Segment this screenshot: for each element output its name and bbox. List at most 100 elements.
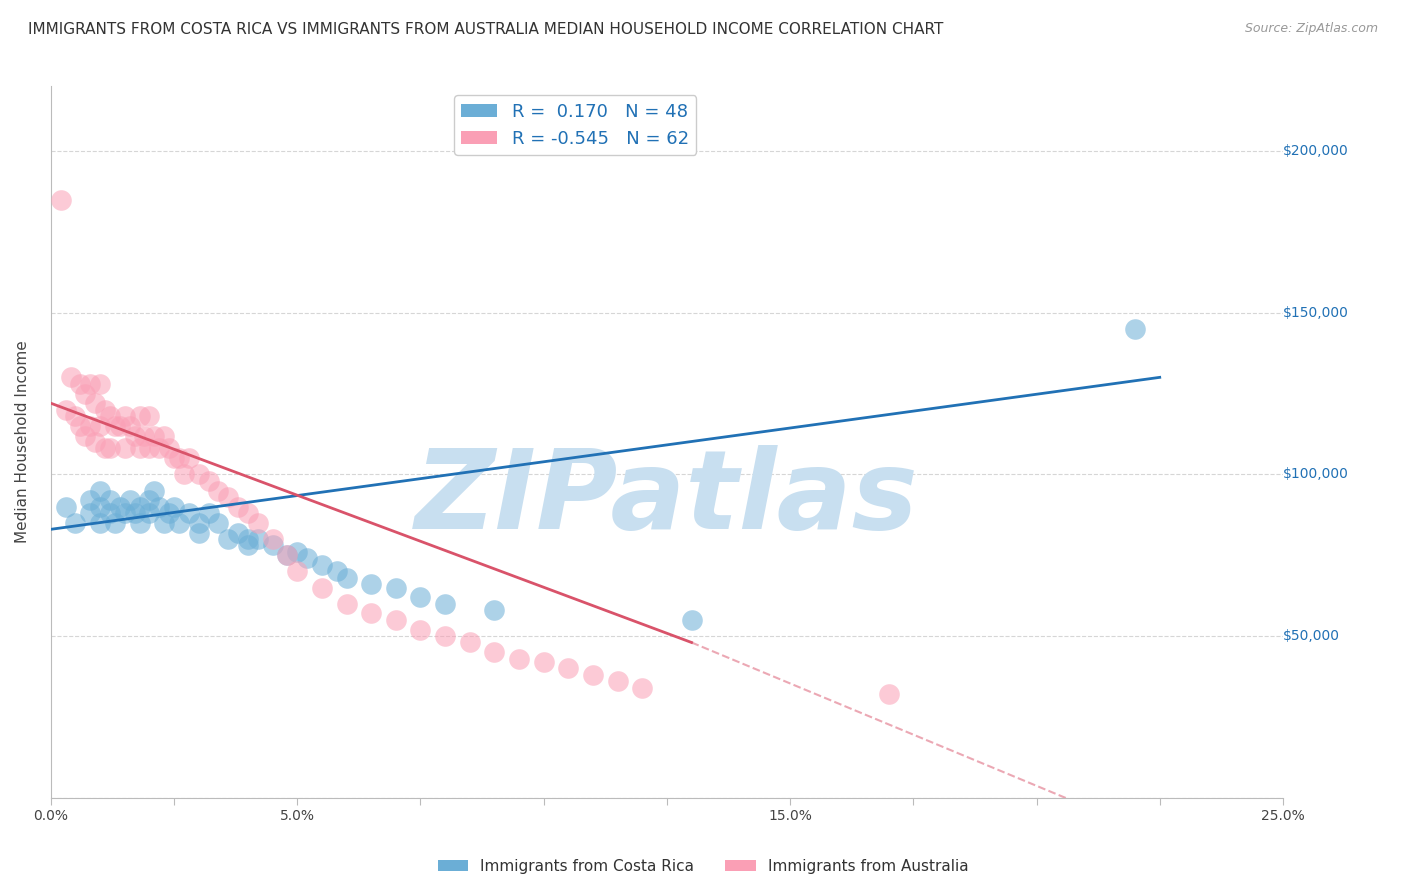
Point [246,532,269,546]
Point [124,428,146,442]
Point [89,516,111,530]
Point [217,532,239,546]
Point [138,506,160,520]
Point [557,661,579,675]
Point [167,451,190,466]
Point [153,516,176,530]
Point [226,525,249,540]
Point [434,597,457,611]
Text: $200,000: $200,000 [1282,144,1348,158]
Point [582,668,605,682]
Text: $150,000: $150,000 [1282,306,1348,319]
Point [236,532,259,546]
Point [114,409,136,424]
Point [55,500,77,514]
Point [458,635,481,649]
Point [128,500,150,514]
Point [236,539,259,553]
Y-axis label: Median Household Income: Median Household Income [15,341,30,543]
Point [207,483,229,498]
Legend: Immigrants from Costa Rica, Immigrants from Australia: Immigrants from Costa Rica, Immigrants f… [432,853,974,880]
Point [533,655,555,669]
Point [138,442,160,456]
Point [98,442,121,456]
Point [276,548,298,562]
Point [409,623,432,637]
Text: IMMIGRANTS FROM COSTA RICA VS IMMIGRANTS FROM AUSTRALIA MEDIAN HOUSEHOLD INCOME : IMMIGRANTS FROM COSTA RICA VS IMMIGRANTS… [28,22,943,37]
Point [285,565,308,579]
Point [197,506,219,520]
Point [157,442,180,456]
Point [143,483,166,498]
Point [409,591,432,605]
Point [262,532,284,546]
Point [177,451,200,466]
Point [69,376,91,391]
Point [207,516,229,530]
Point [167,516,190,530]
Point [197,474,219,488]
Point [311,558,333,572]
Point [246,516,269,530]
Point [285,545,308,559]
Point [226,500,249,514]
Text: $100,000: $100,000 [1282,467,1348,482]
Point [59,370,82,384]
Point [236,506,259,520]
Point [138,409,160,424]
Point [262,539,284,553]
Point [69,418,91,433]
Point [128,442,150,456]
Point [65,409,87,424]
Point [177,506,200,520]
Point [79,418,101,433]
Point [104,418,127,433]
Point [89,418,111,433]
Point [65,516,87,530]
Point [187,467,209,482]
Point [55,402,77,417]
Point [124,506,146,520]
Point [114,442,136,456]
Point [295,551,318,566]
Point [153,428,176,442]
Point [325,565,347,579]
Text: ZIPatlas: ZIPatlas [415,445,918,552]
Point [84,435,107,450]
Point [148,442,170,456]
Point [104,516,127,530]
Point [98,506,121,520]
Point [148,500,170,514]
Point [75,428,97,442]
Point [187,525,209,540]
Point [79,376,101,391]
Point [108,500,131,514]
Point [138,493,160,508]
Point [335,571,357,585]
Point [79,506,101,520]
Point [484,645,506,659]
Point [118,493,141,508]
Point [311,581,333,595]
Point [94,442,117,456]
Point [108,418,131,433]
Text: $50,000: $50,000 [1282,629,1340,643]
Point [484,603,506,617]
Point [75,386,97,401]
Point [143,428,166,442]
Point [157,506,180,520]
Text: Source: ZipAtlas.com: Source: ZipAtlas.com [1244,22,1378,36]
Point [98,493,121,508]
Point [94,402,117,417]
Point [114,506,136,520]
Point [163,451,186,466]
Point [1123,322,1146,336]
Point [434,629,457,643]
Point [128,516,150,530]
Legend: R =  0.170   N = 48, R = -0.545   N = 62: R = 0.170 N = 48, R = -0.545 N = 62 [454,95,696,155]
Point [385,581,408,595]
Point [89,500,111,514]
Point [385,613,408,627]
Point [89,483,111,498]
Point [276,548,298,562]
